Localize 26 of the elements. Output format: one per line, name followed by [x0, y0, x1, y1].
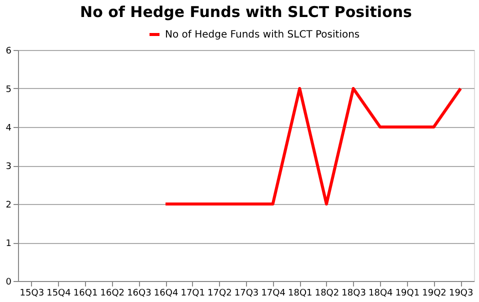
- x-tick-label: 15Q4: [46, 288, 72, 298]
- x-tick-label: 15Q3: [20, 288, 44, 298]
- y-tick-label: 6: [6, 46, 12, 56]
- x-tick-label: 16Q2: [100, 288, 125, 298]
- x-tick-label: 16Q4: [154, 288, 178, 298]
- x-tick-label: 17Q3: [234, 288, 259, 298]
- x-tick-label: 18Q1: [288, 288, 312, 298]
- x-tick-label: 17Q1: [180, 288, 205, 298]
- x-tick-label: 16Q1: [73, 288, 98, 298]
- x-tick-label: 19Q1: [395, 288, 420, 298]
- x-tick-label: 17Q4: [261, 288, 286, 298]
- x-tick-label: 18Q3: [342, 288, 366, 298]
- x-tick-label: 19Q3: [448, 288, 474, 298]
- x-tick-label: 18Q2: [314, 288, 340, 298]
- y-tick-label: 4: [6, 124, 12, 134]
- y-tick-label: 2: [6, 200, 12, 210]
- x-tick-label: 19Q2: [422, 288, 446, 298]
- y-tick-label: 1: [6, 239, 12, 249]
- x-tick-label: 16Q3: [127, 288, 152, 298]
- chart-title: No of Hedge Funds with SLCT Positions: [80, 3, 412, 21]
- x-tick-label: 17Q2: [208, 288, 232, 298]
- x-tick-label: 18Q4: [368, 288, 394, 298]
- y-tick-label: 5: [6, 85, 12, 95]
- y-tick-label: 3: [6, 162, 12, 172]
- y-tick-label: 0: [6, 278, 12, 288]
- legend-label: No of Hedge Funds with SLCT Positions: [165, 30, 360, 40]
